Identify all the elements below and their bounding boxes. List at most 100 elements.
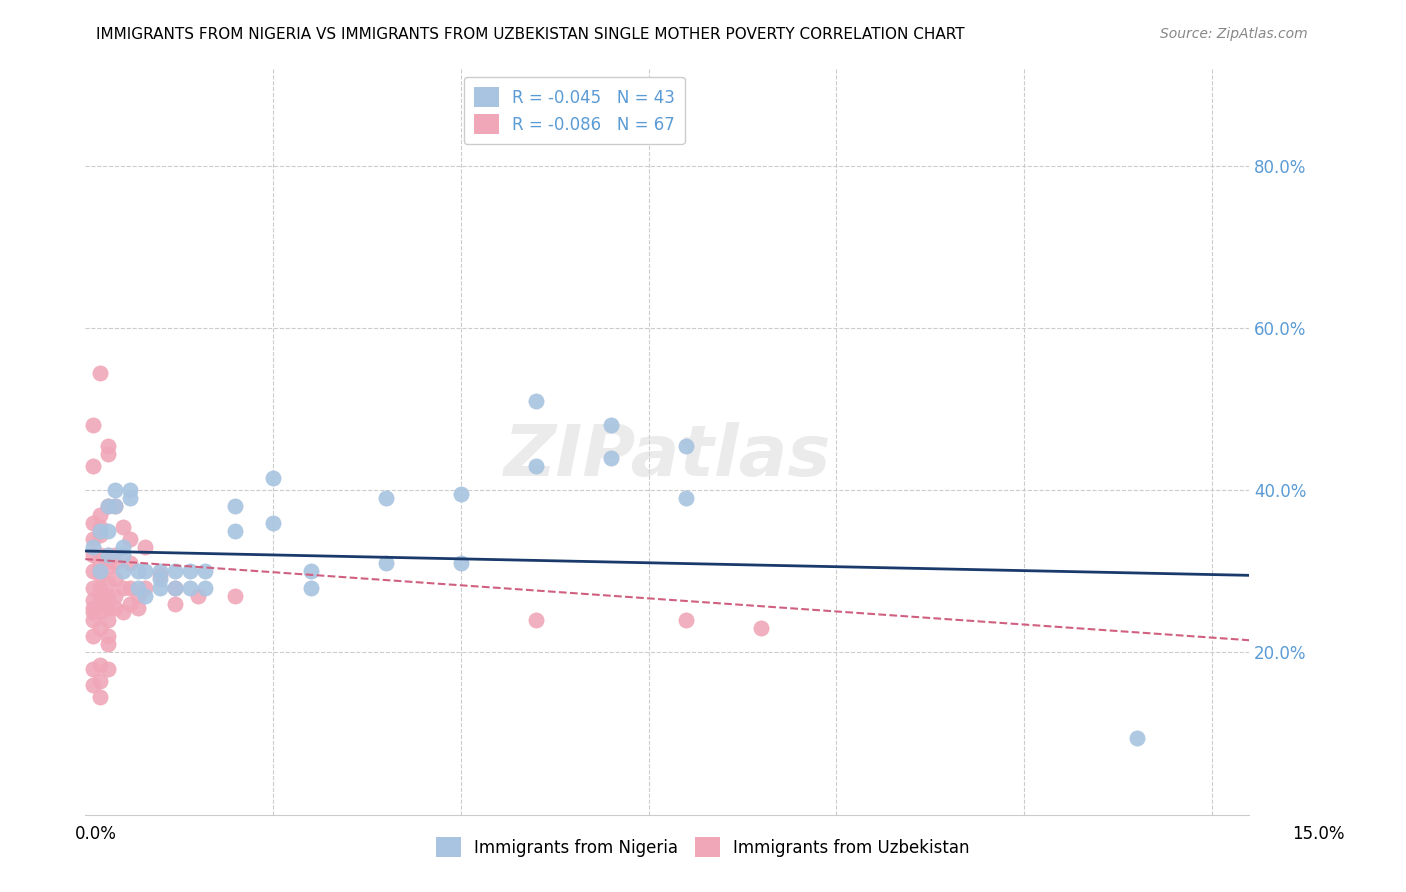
Point [104,548,127,562]
Point [262,516,284,530]
Point [600,450,623,465]
Point [134,581,156,595]
Point [82,613,104,627]
Point [120,491,142,506]
Point [97,447,120,461]
Point [104,573,127,587]
Point [224,524,246,538]
Point [82,418,104,433]
Point [97,560,120,574]
Point [111,548,134,562]
Point [97,548,120,562]
Point [89,524,111,538]
Text: Source: ZipAtlas.com: Source: ZipAtlas.com [1160,27,1308,41]
Point [524,394,547,409]
Point [97,600,120,615]
Point [374,556,396,570]
Point [82,600,104,615]
Point [187,589,209,603]
Point [675,439,697,453]
Point [82,629,104,643]
Point [134,589,156,603]
Point [97,500,120,514]
Point [89,548,111,562]
Point [224,589,246,603]
Legend: Immigrants from Nigeria, Immigrants from Uzbekistan: Immigrants from Nigeria, Immigrants from… [427,829,979,866]
Point [600,418,623,433]
Point [749,621,772,635]
Point [194,581,217,595]
Point [104,600,127,615]
Point [127,564,149,578]
Point [127,581,149,595]
Point [82,458,104,473]
Point [89,657,111,672]
Point [675,491,697,506]
Point [179,581,201,595]
Point [111,581,134,595]
Text: ZIPatlas: ZIPatlas [503,422,831,491]
Point [89,597,111,611]
Point [1125,731,1147,745]
Point [89,366,111,380]
Point [97,589,120,603]
Point [149,568,172,582]
Point [111,519,134,533]
Point [120,532,142,546]
Point [104,500,127,514]
Legend: R = -0.045   N = 43, R = -0.086   N = 67: R = -0.045 N = 43, R = -0.086 N = 67 [464,77,685,145]
Point [82,564,104,578]
Point [104,589,127,603]
Point [165,581,187,595]
Point [97,548,120,562]
Point [127,600,149,615]
Point [299,581,322,595]
Point [149,573,172,587]
Point [165,597,187,611]
Point [111,564,134,578]
Point [89,519,111,533]
Point [89,690,111,704]
Point [104,500,127,514]
Point [89,589,111,603]
Point [111,540,134,554]
Point [299,564,322,578]
Point [82,662,104,676]
Point [97,524,120,538]
Point [82,548,104,562]
Point [82,592,104,607]
Point [120,597,142,611]
Point [134,540,156,554]
Point [89,673,111,688]
Point [262,471,284,485]
Point [149,581,172,595]
Point [97,613,120,627]
Point [89,581,111,595]
Text: 0.0%: 0.0% [75,825,117,843]
Point [97,500,120,514]
Point [97,439,120,453]
Point [450,487,472,501]
Point [82,540,104,554]
Point [97,662,120,676]
Point [165,581,187,595]
Point [524,458,547,473]
Point [89,556,111,570]
Point [97,576,120,591]
Point [89,621,111,635]
Point [120,556,142,570]
Point [149,564,172,578]
Text: 15.0%: 15.0% [1292,825,1346,843]
Point [82,532,104,546]
Point [179,564,201,578]
Point [134,564,156,578]
Point [82,581,104,595]
Point [82,678,104,692]
Text: IMMIGRANTS FROM NIGERIA VS IMMIGRANTS FROM UZBEKISTAN SINGLE MOTHER POVERTY CORR: IMMIGRANTS FROM NIGERIA VS IMMIGRANTS FR… [96,27,965,42]
Point [165,564,187,578]
Point [82,605,104,619]
Point [127,589,149,603]
Point [111,605,134,619]
Point [675,613,697,627]
Point [89,568,111,582]
